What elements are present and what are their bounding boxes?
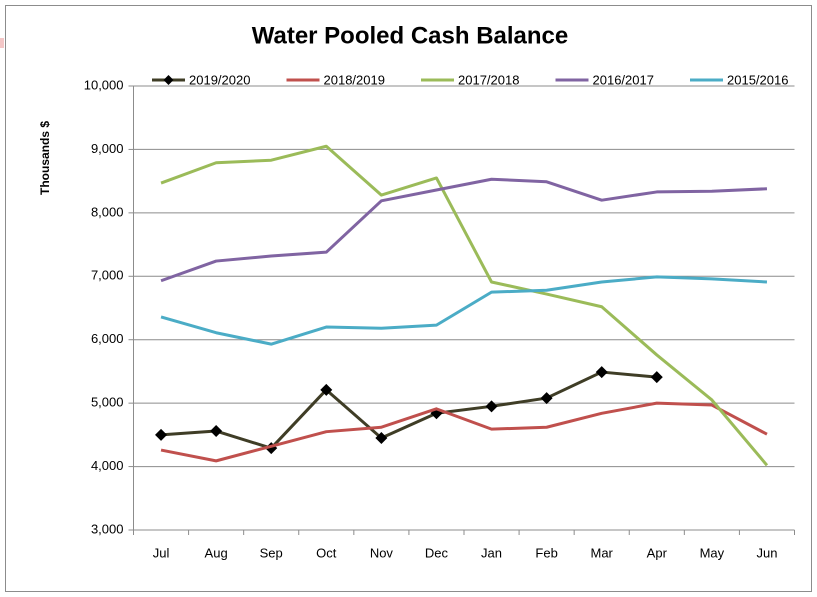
series-line (160, 275, 768, 346)
data-point (375, 432, 388, 445)
data-point (595, 366, 608, 379)
x-tick-label: Feb (535, 545, 557, 560)
data-point (155, 428, 168, 441)
y-tick-label: 10,000 (84, 77, 124, 92)
x-tick-label: Jul (153, 545, 170, 560)
series-line (160, 370, 657, 450)
x-tick-label: Aug (205, 545, 228, 560)
data-point (540, 392, 553, 405)
data-point (210, 425, 223, 438)
data-point (320, 383, 333, 396)
chart-border (5, 5, 812, 592)
x-tick-label: Jan (481, 545, 502, 560)
edge-mark (0, 38, 4, 48)
series-line (160, 144, 769, 467)
y-tick-label: 9,000 (91, 141, 124, 156)
series-line (160, 401, 768, 463)
legend-label: 2016/2017 (593, 72, 654, 87)
y-tick-label: 4,000 (91, 458, 124, 473)
x-tick-label: Oct (316, 545, 337, 560)
legend-label: 2019/2020 (189, 72, 250, 87)
legend-label: 2017/2018 (458, 72, 519, 87)
y-tick-label: 5,000 (91, 395, 124, 410)
x-tick-label: May (700, 545, 725, 560)
x-tick-label: Apr (647, 545, 668, 560)
y-tick-label: 8,000 (91, 204, 124, 219)
series-line (160, 177, 768, 283)
y-tick-label: 7,000 (91, 268, 124, 283)
y-axis-label: Thousands $ (38, 121, 52, 195)
chart-title: Water Pooled Cash Balance (252, 22, 569, 49)
y-tick-label: 6,000 (91, 331, 124, 346)
x-tick-label: Dec (425, 545, 449, 560)
x-tick-label: Nov (370, 545, 394, 560)
legend-marker (163, 75, 174, 85)
y-tick-label: 3,000 (91, 521, 124, 536)
legend-label: 2018/2019 (324, 72, 385, 87)
x-tick-label: Mar (591, 545, 614, 560)
x-tick-label: Jun (756, 545, 777, 560)
legend-label: 2015/2016 (727, 72, 788, 87)
data-point (485, 400, 498, 413)
data-point (650, 371, 663, 384)
x-tick-label: Sep (260, 545, 283, 560)
